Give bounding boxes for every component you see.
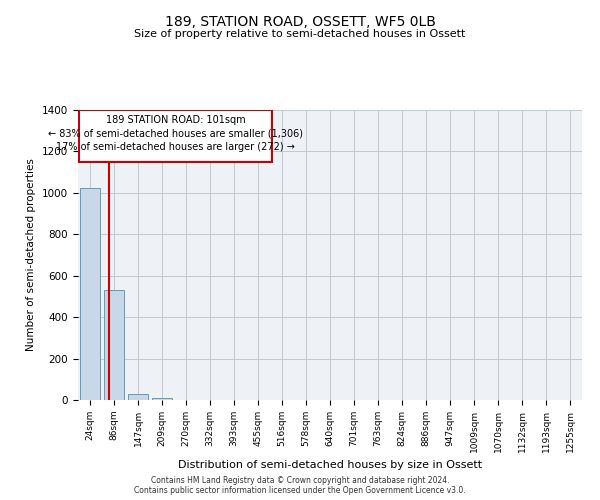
- Text: Size of property relative to semi-detached houses in Ossett: Size of property relative to semi-detach…: [134, 29, 466, 39]
- Text: 17% of semi-detached houses are larger (272) →: 17% of semi-detached houses are larger (…: [56, 142, 295, 152]
- X-axis label: Distribution of semi-detached houses by size in Ossett: Distribution of semi-detached houses by …: [178, 460, 482, 470]
- FancyBboxPatch shape: [79, 110, 272, 162]
- Bar: [128, 394, 148, 400]
- Y-axis label: Number of semi-detached properties: Number of semi-detached properties: [26, 158, 37, 352]
- Text: 189 STATION ROAD: 101sqm: 189 STATION ROAD: 101sqm: [106, 116, 245, 126]
- Bar: [80, 188, 100, 400]
- Text: Contains HM Land Registry data © Crown copyright and database right 2024.
Contai: Contains HM Land Registry data © Crown c…: [134, 476, 466, 495]
- Bar: [152, 398, 172, 400]
- Text: ← 83% of semi-detached houses are smaller (1,306): ← 83% of semi-detached houses are smalle…: [49, 129, 304, 139]
- Text: 189, STATION ROAD, OSSETT, WF5 0LB: 189, STATION ROAD, OSSETT, WF5 0LB: [164, 15, 436, 29]
- Bar: [104, 290, 124, 400]
